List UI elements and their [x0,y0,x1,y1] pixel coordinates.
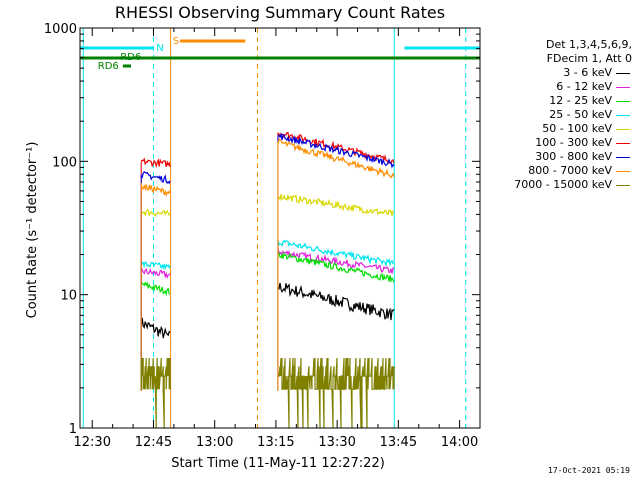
series-line-2 [141,281,171,297]
legend-entry: 12 - 25 keV [480,94,632,108]
series-line-5 [277,131,395,165]
legend-entry: 100 - 300 keV [480,136,632,150]
x-tick-label: 14:00 [441,435,478,450]
legend-entry: 7000 - 15000 keV [480,178,632,192]
series-line-0 [277,282,395,321]
legend-swatch [616,184,630,186]
legend-swatch [616,72,630,74]
x-tick-label: 12:30 [74,435,111,450]
legend-entry-label: 100 - 300 keV [535,136,612,149]
series-line-7 [140,183,171,197]
chart-title: RHESSI Observing Summary Count Rates [115,3,445,22]
y-tick-label: 1 [69,422,77,437]
y-tick-label: 1000 [44,22,77,37]
y-tick-label: 10 [60,289,77,304]
series-line-6 [277,132,395,169]
series-line-0 [140,317,171,339]
x-tick-label: 12:45 [135,435,172,450]
flag-label-n: N [156,43,163,54]
legend-entry-label: 12 - 25 keV [549,94,612,107]
series-line-3 [140,261,171,270]
x-axis-label: Start Time (11-May-11 12:27:22) [171,456,385,471]
legend-entry-label: 25 - 50 keV [549,108,612,121]
legend-entry: 25 - 50 keV [480,108,632,122]
series-line-4 [277,193,395,216]
legend-swatch [616,86,630,88]
x-tick-label: 13:15 [257,435,294,450]
plot-frame [79,27,481,429]
series-line-1 [140,267,171,279]
series-line-2 [277,251,395,284]
series-line-5 [140,157,171,169]
legend-entry: 3 - 6 keV [480,66,632,80]
legend-entry: 50 - 100 keV [480,122,632,136]
legend-swatch [616,100,630,102]
series-line-8 [278,357,395,429]
x-tick-label: 13:30 [318,435,355,450]
flag-label-rd6: RD6 [98,61,119,72]
y-axis-label: Count Rate (s⁻¹ detector⁻¹) [25,142,40,319]
legend-swatch [616,142,630,144]
x-tick-label: 13:00 [196,435,233,450]
legend: Det 1,3,4,5,6,9, FDecim 1, Att 0 3 - 6 k… [480,38,632,192]
y-tick-label: 100 [52,155,77,170]
render-timestamp: 17-Oct-2021 05:19 [548,466,630,475]
series-line-4 [141,209,171,218]
series-line-1 [277,248,395,274]
legend-header-line-2: FDecim 1, Att 0 [546,52,632,65]
x-tick-label: 13:45 [380,435,417,450]
legend-entry-label: 800 - 7000 keV [528,164,612,177]
flag-label-s: S [173,36,179,47]
legend-swatch [616,156,630,158]
series-line-8 [140,357,171,429]
series-line-3 [277,239,395,267]
legend-entry-label: 6 - 12 keV [556,80,612,93]
legend-entry-label: 7000 - 15000 keV [514,178,612,191]
legend-entry-label: 300 - 800 keV [535,150,612,163]
legend-entry-label: 50 - 100 keV [542,122,612,135]
series-line-6 [141,170,171,185]
series-line-7 [277,138,395,179]
legend-header-line-1: Det 1,3,4,5,6,9, [545,38,632,51]
legend-entry: 6 - 12 keV [480,80,632,94]
legend-swatch [616,114,630,116]
legend-entry: 800 - 7000 keV [480,164,632,178]
legend-entry: 300 - 800 keV [480,150,632,164]
legend-swatch [616,170,630,172]
legend-entry-label: 3 - 6 keV [563,66,612,79]
legend-swatch [616,128,630,130]
flag-label-rd6: RD6 [120,52,141,63]
